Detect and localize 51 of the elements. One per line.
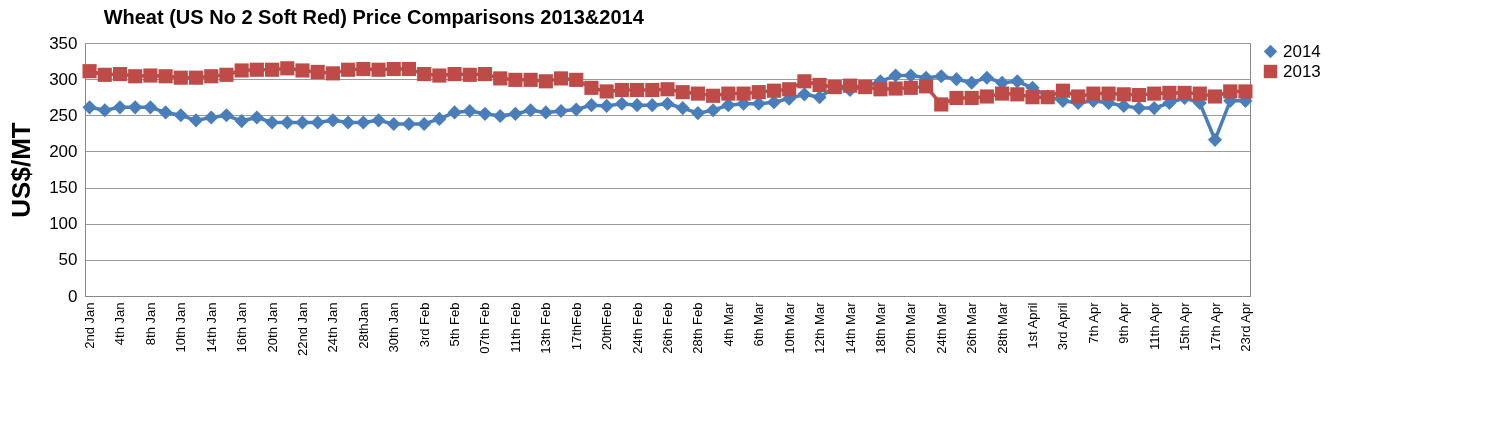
y-tick-label: 100 — [49, 214, 78, 234]
x-tick-label: 3rd April — [1055, 302, 1071, 351]
x-tick-label: 10th Jan — [173, 302, 189, 353]
x-tick-label: 28thJan — [355, 302, 371, 349]
x-tick-label: 15th Apr — [1177, 301, 1193, 351]
x-tick-label: 13th Feb — [538, 302, 554, 354]
y-tick-label: 200 — [49, 141, 78, 161]
x-tick-label: 17th Apr — [1207, 301, 1223, 351]
legend-label: 2013 — [1283, 61, 1321, 81]
x-tick-label: 24th Feb — [629, 302, 645, 354]
x-tick-label: 20th Jan — [264, 302, 280, 353]
x-tick-label: 30th Jan — [386, 302, 402, 353]
y-tick-label: 250 — [49, 105, 78, 125]
x-tick-label: 5th Feb — [447, 302, 463, 347]
x-tick-label: 2nd Jan — [82, 302, 98, 349]
x-tick-label: 20thFeb — [599, 302, 615, 351]
x-tick-label: 17thFeb — [568, 302, 584, 351]
x-tick-label: 28th Feb — [690, 302, 706, 354]
legend-label: 2014 — [1283, 41, 1321, 61]
y-tick-label: 0 — [68, 286, 78, 306]
x-tick-label: 9th Apr — [1116, 301, 1132, 344]
y-axis-title: US$/MT — [6, 122, 37, 218]
x-tick-label: 24th Mar — [933, 301, 949, 354]
x-tick-label: 3rd Feb — [416, 302, 432, 348]
x-tick-label: 11th Apr — [1146, 301, 1162, 350]
x-tick-label: 07th Feb — [477, 302, 493, 354]
x-tick-label: 22nd Jan — [294, 302, 310, 356]
x-tick-label: 26th Feb — [660, 302, 675, 354]
x-tick-label: 23rd Apr — [1237, 301, 1253, 352]
x-tick-label: 14th Jan — [203, 302, 219, 353]
x-tick-label: 10th Mar — [781, 301, 797, 354]
x-tick-label: 26th Mar — [964, 301, 980, 354]
x-tick-label: 16th Jan — [234, 302, 250, 353]
x-tick-label: 1st April — [1025, 302, 1041, 349]
x-tick-label: 4th Jan — [112, 302, 128, 346]
x-tick-label: 6th Mar — [751, 301, 767, 347]
x-tick-label: 20th Mar — [903, 301, 919, 354]
x-tick-label: 11th Feb — [507, 302, 523, 353]
y-tick-label: 350 — [49, 33, 78, 53]
y-tick-label: 150 — [49, 178, 78, 198]
x-tick-label: 12th Mar — [812, 301, 828, 354]
x-tick-label: 7th Apr — [1085, 301, 1101, 344]
chart-title: Wheat (US No 2 Soft Red) Price Comparisons 2013&2014 — [103, 6, 645, 28]
x-tick-label: 18th Mar — [872, 301, 888, 354]
x-tick-label: 24th Jan — [325, 302, 341, 353]
x-tick-label: 14th Mar — [842, 301, 858, 354]
y-tick-label: 300 — [49, 69, 78, 89]
x-tick-label: 4th Mar — [720, 301, 736, 347]
y-tick-label: 50 — [58, 250, 78, 270]
x-tick-label: 8th Jan — [142, 302, 158, 346]
x-tick-label: 28th Mar — [994, 301, 1010, 354]
